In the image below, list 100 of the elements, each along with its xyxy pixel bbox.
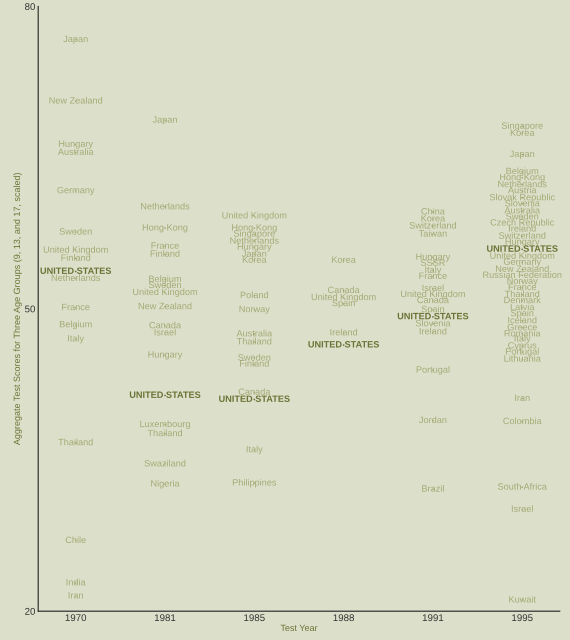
data-label: Italy bbox=[514, 334, 531, 344]
y-tick-label: 20 bbox=[25, 608, 36, 615]
data-label: Korea bbox=[242, 256, 267, 263]
data-label: United Kingdom bbox=[222, 212, 286, 220]
x-axis-title: Test Year bbox=[280, 624, 318, 632]
data-label: Italy bbox=[425, 266, 442, 275]
x-tick-label: 1995 bbox=[512, 614, 533, 622]
data-label: Norway bbox=[240, 306, 270, 314]
data-label: Hungary bbox=[148, 351, 182, 360]
data-label: Thailand bbox=[58, 438, 93, 446]
data-label: Israel bbox=[512, 505, 533, 512]
data-label: UNITED STATES bbox=[487, 245, 558, 252]
data-label: Sweden bbox=[238, 354, 270, 361]
data-label: United Kingdom bbox=[44, 246, 108, 255]
data-label: Slovenia bbox=[416, 320, 451, 326]
y-tick-label: 50 bbox=[24, 306, 36, 312]
data-label: New Zealand bbox=[496, 265, 549, 272]
data-label: Iran bbox=[515, 394, 530, 401]
data-label: Nigeria bbox=[151, 480, 180, 488]
data-label: Spain bbox=[332, 299, 355, 308]
data-label: Hungary bbox=[59, 140, 94, 149]
data-label: Iceland bbox=[508, 316, 536, 324]
data-label: Latvia bbox=[510, 304, 534, 310]
data-label: Iran bbox=[68, 592, 83, 599]
data-label: Sweden bbox=[148, 281, 181, 288]
data-label: United Kingdom bbox=[401, 290, 465, 299]
data-label: Austria bbox=[508, 186, 536, 194]
data-label: Thailand bbox=[236, 338, 272, 345]
y-axis-title: Aggregate Test Scores for Three Age Groups (9, 13, and 17, scaled) bbox=[13, 173, 22, 446]
data-label: Thailand bbox=[148, 430, 182, 436]
data-label: Canada bbox=[328, 286, 360, 294]
x-tick-label: 1981 bbox=[154, 614, 176, 622]
data-label: Luxembourg bbox=[140, 420, 190, 429]
data-label: Netherlands bbox=[498, 180, 547, 188]
data-label: Italy bbox=[68, 334, 84, 344]
data-label: Ireland bbox=[330, 328, 358, 336]
data-label: UNITED STATES bbox=[219, 395, 290, 402]
data-label: Kuwait bbox=[509, 596, 536, 603]
data-label: Australia bbox=[236, 330, 272, 336]
data-label: Canada bbox=[417, 296, 449, 304]
y-tick-label: 80 bbox=[25, 3, 36, 10]
data-label: Spain bbox=[510, 310, 534, 318]
data-label: UNITED STATES bbox=[398, 312, 468, 320]
data-label: Colombia bbox=[503, 417, 542, 424]
data-label: Portugal bbox=[416, 366, 450, 375]
data-label: New Zealand bbox=[138, 302, 192, 310]
data-label: Sweden bbox=[60, 228, 92, 235]
data-label: UNITED STATES bbox=[308, 341, 379, 348]
data-label: Norway bbox=[507, 278, 538, 286]
x-tick-label: 1970 bbox=[66, 614, 86, 622]
data-label: Finland bbox=[240, 360, 269, 367]
data-label: Finland bbox=[150, 250, 180, 257]
data-label: South Africa bbox=[498, 482, 547, 490]
data-label: Taiwan bbox=[418, 230, 447, 237]
data-label: Switzerland bbox=[498, 232, 546, 239]
data-label: Thailand bbox=[504, 290, 540, 298]
data-label: New Zealand bbox=[49, 96, 102, 104]
data-label: Swaziland bbox=[144, 460, 186, 466]
data-label: Belgium bbox=[506, 167, 538, 176]
x-tick-label: 1988 bbox=[334, 614, 354, 622]
data-label: Germany bbox=[57, 186, 95, 196]
data-label: Denmark bbox=[504, 296, 541, 304]
data-label: France bbox=[419, 272, 447, 280]
data-label: Japan bbox=[152, 116, 177, 125]
data-label: Finland bbox=[61, 254, 90, 261]
data-label: Poland bbox=[240, 291, 268, 298]
data-label: Switzerland bbox=[410, 222, 456, 229]
data-label: United Kingdom bbox=[312, 293, 376, 302]
data-label: Spain bbox=[422, 306, 444, 314]
data-label: Belgium bbox=[60, 320, 92, 330]
data-label: Korea bbox=[421, 215, 446, 222]
data-label: Belgium bbox=[149, 275, 181, 284]
data-label: France bbox=[508, 284, 536, 290]
x-tick-label: 1991 bbox=[422, 614, 444, 622]
data-label: Hungary bbox=[506, 238, 540, 247]
data-label: Brazil bbox=[422, 484, 444, 492]
data-label: Japan bbox=[242, 250, 266, 259]
data-label: Israel bbox=[154, 328, 176, 336]
data-label: Sweden bbox=[506, 212, 538, 220]
data-label: Romania bbox=[504, 330, 541, 336]
data-label: Chile bbox=[66, 536, 86, 544]
data-label: Korea bbox=[332, 256, 356, 263]
data-label: Russian Federation bbox=[483, 271, 562, 278]
data-label: Hungary bbox=[238, 243, 272, 252]
data-label: Australia bbox=[58, 148, 94, 156]
data-label: Japan bbox=[63, 36, 88, 44]
data-label: Lithuania bbox=[504, 354, 541, 362]
data-label: Canada bbox=[149, 322, 182, 328]
data-label: United Kingdom bbox=[133, 288, 198, 297]
data-label: Netherlands bbox=[230, 236, 279, 244]
data-label: Australia bbox=[504, 206, 540, 214]
data-label: Philippines bbox=[232, 478, 276, 488]
data-label: Japan bbox=[510, 150, 534, 159]
data-label: UNITED STATES bbox=[40, 267, 112, 274]
data-label: UNITED STATES bbox=[130, 391, 200, 398]
data-label: Italy bbox=[246, 446, 263, 454]
data-label: Canada bbox=[238, 388, 270, 395]
data-label: Korea bbox=[510, 129, 534, 136]
data-label: France bbox=[151, 242, 179, 249]
data-label: Netherlands bbox=[52, 274, 100, 282]
